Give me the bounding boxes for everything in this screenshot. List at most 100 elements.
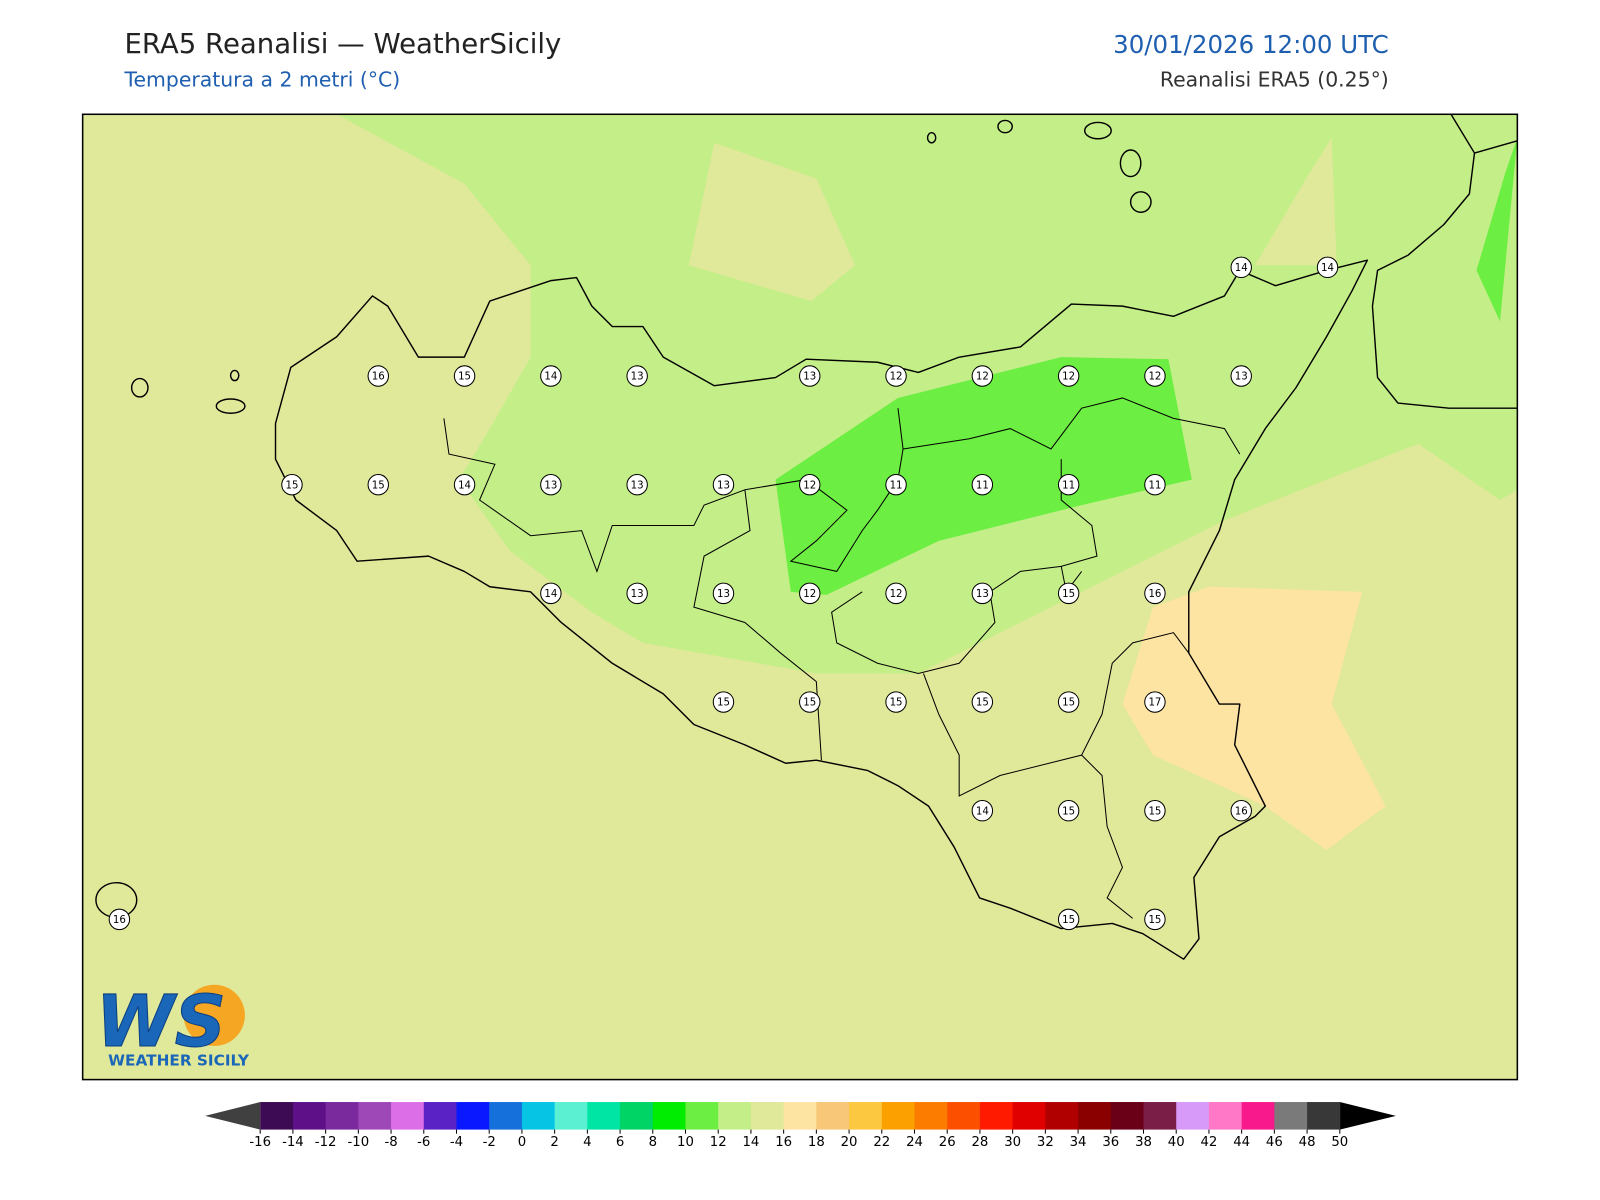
station-value: 15 xyxy=(1062,589,1075,600)
colorbar-band xyxy=(947,1102,981,1130)
island xyxy=(215,398,246,414)
colorbar-tick-label: 18 xyxy=(808,1135,825,1150)
calabria-coastline xyxy=(1371,114,1518,409)
subtitle: Temperatura a 2 metri (°C) xyxy=(123,68,400,92)
station-value: 12 xyxy=(976,372,989,383)
colorbar-band xyxy=(750,1102,785,1130)
station-value: 14 xyxy=(976,806,989,817)
station-marker xyxy=(1316,256,1339,279)
station-marker xyxy=(885,582,907,605)
station-value: 11 xyxy=(890,480,903,491)
stations: 14 14 16 15 14 13 13 12 12 12 12 13 15 15 14 13 13 13 12 11… xyxy=(108,256,1339,931)
station-value: 11 xyxy=(1148,480,1161,491)
colorbar-band xyxy=(718,1102,752,1130)
colorbar-tick-label: -10 xyxy=(348,1135,370,1150)
colorbar-band xyxy=(1307,1102,1341,1130)
station-marker xyxy=(1144,691,1166,713)
logo-mark: WS xyxy=(96,980,226,1063)
colorbar-band xyxy=(1176,1102,1210,1130)
station-value: 13 xyxy=(1235,372,1248,383)
station-marker xyxy=(626,365,648,387)
station-value: 14 xyxy=(458,480,471,491)
station-marker xyxy=(1057,908,1080,931)
colorbar-band xyxy=(1110,1102,1145,1130)
colorbar-band xyxy=(816,1102,850,1130)
colorbar-tick-label: -2 xyxy=(483,1135,496,1150)
station-marker xyxy=(453,473,476,496)
station-marker xyxy=(799,473,821,496)
station-marker xyxy=(885,691,907,713)
logo-name: WEATHER SICILY xyxy=(108,1051,250,1069)
colorbar-band xyxy=(1078,1102,1112,1130)
station-marker xyxy=(799,691,821,713)
colorbar-tick-label: 46 xyxy=(1266,1135,1283,1150)
station-value: 15 xyxy=(458,372,471,383)
station-value: 13 xyxy=(631,480,644,491)
colorbar-band xyxy=(423,1102,458,1130)
station-value: 16 xyxy=(113,915,126,926)
colorbar-band xyxy=(260,1102,294,1130)
station-value: 15 xyxy=(1148,915,1161,926)
colorbar-tick-label: 38 xyxy=(1135,1135,1152,1150)
colorbar-tick-label: 2 xyxy=(550,1135,558,1150)
station-marker xyxy=(108,908,131,931)
station-value: 13 xyxy=(976,589,989,600)
station-value: 11 xyxy=(1062,480,1075,491)
station-marker xyxy=(971,691,994,713)
station-marker xyxy=(799,582,821,605)
station-marker xyxy=(367,365,389,387)
station-marker xyxy=(1144,365,1166,387)
station-marker xyxy=(540,582,562,605)
island xyxy=(997,119,1013,134)
station-value: 15 xyxy=(890,698,903,709)
colorbar-tick-label: 12 xyxy=(710,1135,727,1150)
station-value: 15 xyxy=(803,698,816,709)
field-14-16 xyxy=(1255,137,1337,266)
station-marker xyxy=(971,582,994,605)
logo-sun xyxy=(183,984,245,1046)
station-marker xyxy=(1144,908,1166,931)
colorbar-tick-label: 8 xyxy=(649,1135,657,1150)
station-marker xyxy=(1230,256,1252,279)
colorbar-tick-label: 48 xyxy=(1299,1135,1316,1150)
colorbar-band xyxy=(587,1102,621,1130)
colorbar-tick-label: 30 xyxy=(1004,1135,1021,1150)
source: Reanalisi ERA5 (0.25°) xyxy=(1160,68,1389,92)
colorbar-tick-label: -14 xyxy=(282,1135,304,1150)
colorbar-band xyxy=(554,1102,588,1130)
station-value: 13 xyxy=(544,480,557,491)
island xyxy=(229,369,240,382)
station-marker xyxy=(1057,473,1080,496)
colorbar-tick-label: 32 xyxy=(1037,1135,1054,1150)
station-value: 15 xyxy=(717,698,730,709)
colorbar-band xyxy=(358,1102,392,1130)
datetime: 30/01/2026 12:00 UTC xyxy=(1113,30,1389,59)
station-marker xyxy=(540,365,562,387)
station-marker xyxy=(885,365,907,387)
island xyxy=(1083,121,1112,140)
station-marker xyxy=(1230,800,1252,822)
colorbar-tick-label: -4 xyxy=(450,1135,463,1150)
colorbar-band xyxy=(292,1102,327,1130)
colorbar-band xyxy=(456,1102,490,1130)
station-value: 11 xyxy=(976,480,989,491)
colorbar-band xyxy=(489,1102,523,1130)
station-value: 12 xyxy=(1062,372,1075,383)
colorbar-over xyxy=(1339,1102,1396,1130)
station-value: 13 xyxy=(717,480,730,491)
colorbar-band xyxy=(1045,1102,1079,1130)
station-marker xyxy=(1144,473,1166,496)
colorbar-band xyxy=(391,1102,425,1130)
station-value: 13 xyxy=(803,372,816,383)
colorbar-band xyxy=(1143,1102,1177,1130)
station-value: 13 xyxy=(631,589,644,600)
colorbar-tick-label: 4 xyxy=(583,1135,591,1150)
station-marker xyxy=(367,473,389,496)
station-marker xyxy=(1057,800,1080,822)
station-marker xyxy=(626,582,648,605)
station-marker xyxy=(712,691,735,713)
map-area: WS WEATHER SICILY 14 14 16 15 14 13 13 12 12 12 12… xyxy=(82,114,1518,1080)
colorbar-band xyxy=(881,1102,916,1130)
colorbar-band xyxy=(979,1102,1014,1130)
